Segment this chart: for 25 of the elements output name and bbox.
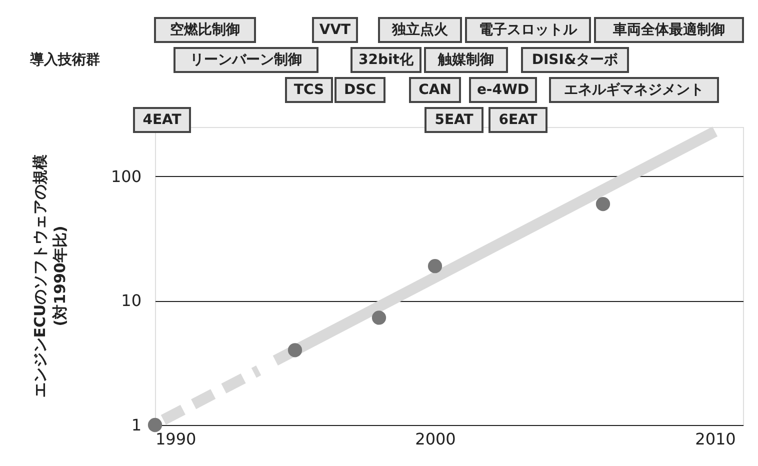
text: e-4WD [476,82,530,98]
text: DSC [344,82,376,98]
text: 32bit化 [358,52,414,68]
y-tick-label: 100 [110,166,142,186]
y-tick-label: 10 [121,291,142,310]
y-tick-label: 1 [131,416,142,434]
text: 触媒制御 [437,52,494,68]
y-axis-title: エンジンECUのソフトウェアの規模 (対1990年比) [31,153,69,398]
text: CAN [418,82,452,98]
text: 車両全体最適制御 [612,21,725,38]
x-tick-label: 2010 [695,430,736,448]
x-tick-label: 2000 [415,430,456,448]
text: TCS [294,82,324,98]
annotation: 6EAT [498,112,538,128]
text: 導入技術群 [29,51,100,68]
x-tick-label: 1990 [156,430,196,448]
annotation: 5EAT [434,112,474,128]
text: 独立点火 [391,21,449,38]
text: DISI&ターボ [532,52,618,68]
text: リーンバーン制御 [190,52,302,68]
text: 空燃比制御 [170,21,240,38]
annotation: 4EAT [142,112,182,128]
text: VVT [319,22,352,38]
text: 電子スロットル [479,22,578,38]
text: エネルギマネジメント [564,82,704,98]
